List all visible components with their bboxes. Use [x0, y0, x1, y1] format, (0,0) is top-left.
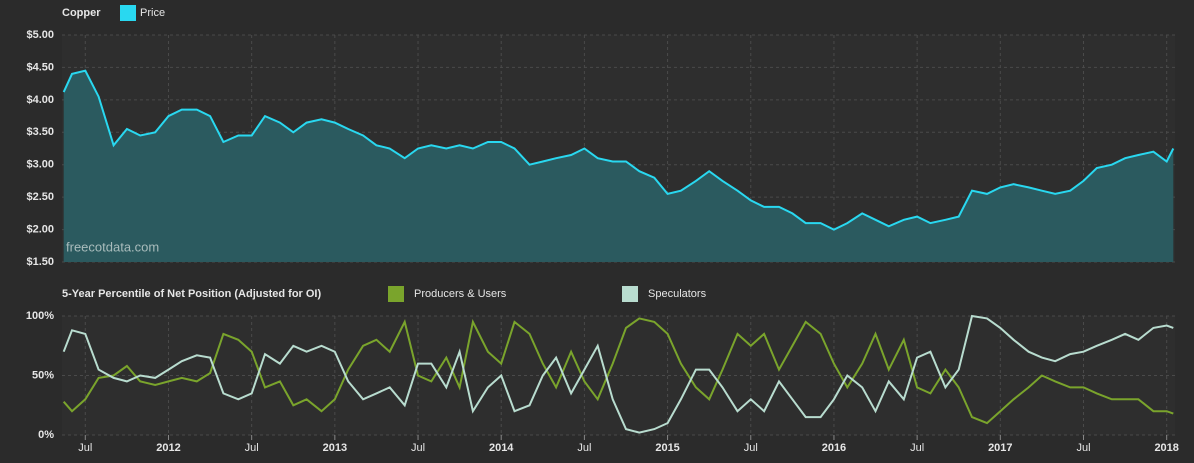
y-tick-label: $1.50: [26, 256, 54, 268]
x-tick-label: Jul: [78, 442, 92, 454]
line: [62, 317, 1174, 425]
y-tick-label: 0%: [38, 429, 54, 441]
x-tick-label: 2014: [489, 442, 514, 454]
legend-label: Speculators: [648, 288, 707, 300]
y-tick-label: $3.50: [26, 126, 54, 138]
y-tick-label: $4.50: [26, 61, 54, 73]
watermark: freecotdata.com: [66, 239, 159, 254]
legend-swatch: [388, 286, 404, 302]
y-tick-label: $3.00: [26, 159, 54, 171]
x-tick-label: 2012: [156, 442, 180, 454]
x-tick-label: Jul: [1076, 442, 1090, 454]
y-tick-label: $2.00: [26, 223, 54, 235]
plot-area: [62, 316, 1175, 435]
x-tick-label: 2018: [1154, 442, 1178, 454]
line: [62, 314, 1174, 434]
legend-label: Price: [140, 7, 165, 19]
line: [62, 69, 1175, 231]
x-tick-label: 2015: [655, 442, 679, 454]
x-tick-label: 2013: [323, 442, 347, 454]
x-tick-label: Jul: [910, 442, 924, 454]
y-tick-label: 50%: [32, 369, 54, 381]
legend-swatch: [622, 286, 638, 302]
legend-swatch: [120, 5, 136, 21]
x-tick-label: 2017: [988, 442, 1012, 454]
area: [63, 70, 1174, 262]
chart-title: 5-Year Percentile of Net Position (Adjus…: [62, 288, 321, 300]
y-tick-label: 100%: [26, 310, 54, 322]
x-tick-label: Jul: [411, 442, 425, 454]
legend-label: Producers & Users: [414, 288, 507, 300]
x-tick-label: Jul: [744, 442, 758, 454]
x-tick-label: Jul: [245, 442, 259, 454]
chart-title: Copper: [62, 7, 101, 19]
y-tick-label: $5.00: [26, 29, 54, 41]
y-tick-label: $2.50: [26, 191, 54, 203]
x-tick-label: Jul: [577, 442, 591, 454]
y-tick-label: $4.00: [26, 94, 54, 106]
x-tick-label: 2016: [822, 442, 846, 454]
